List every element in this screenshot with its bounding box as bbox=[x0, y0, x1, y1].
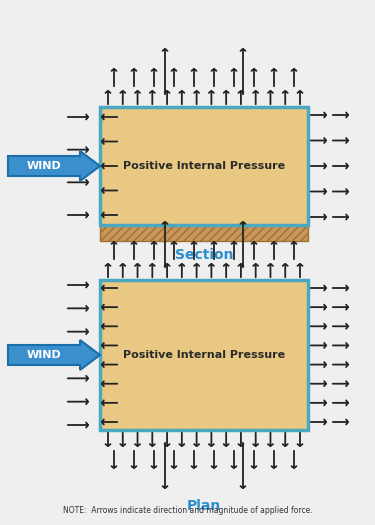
FancyArrow shape bbox=[8, 151, 100, 181]
Text: NOTE:  Arrows indicate direction and magnitude of applied force.: NOTE: Arrows indicate direction and magn… bbox=[63, 506, 313, 515]
Bar bbox=[100, 225, 308, 241]
Text: Section: Section bbox=[175, 248, 233, 262]
Text: Positive Internal Pressure: Positive Internal Pressure bbox=[123, 161, 285, 171]
Text: Positive Internal Pressure: Positive Internal Pressure bbox=[123, 350, 285, 360]
Text: WIND: WIND bbox=[27, 161, 62, 171]
FancyArrow shape bbox=[8, 340, 100, 370]
Bar bbox=[100, 107, 308, 225]
Text: WIND: WIND bbox=[27, 350, 62, 360]
Bar bbox=[100, 280, 308, 430]
Text: Plan: Plan bbox=[187, 499, 221, 513]
